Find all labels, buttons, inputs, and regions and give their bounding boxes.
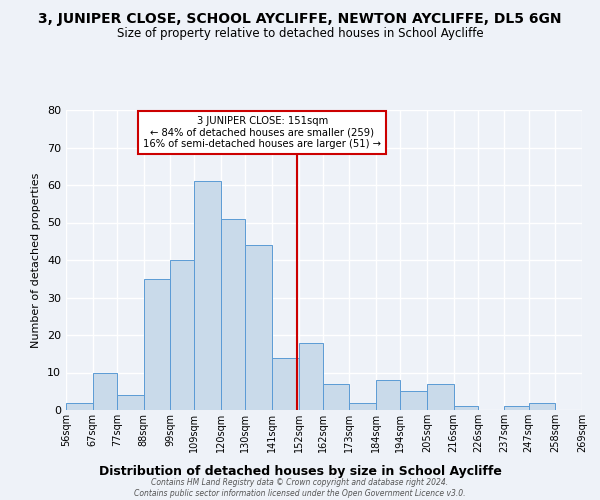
Text: Distribution of detached houses by size in School Aycliffe: Distribution of detached houses by size … <box>98 464 502 477</box>
Bar <box>323 384 349 410</box>
Bar <box>349 402 376 410</box>
Bar <box>92 372 117 410</box>
Bar <box>454 406 478 410</box>
Bar <box>376 380 400 410</box>
Bar <box>66 402 92 410</box>
Y-axis label: Number of detached properties: Number of detached properties <box>31 172 41 348</box>
Bar <box>245 245 272 410</box>
Bar <box>427 384 454 410</box>
Bar <box>117 395 143 410</box>
Bar <box>505 406 529 410</box>
Text: 3, JUNIPER CLOSE, SCHOOL AYCLIFFE, NEWTON AYCLIFFE, DL5 6GN: 3, JUNIPER CLOSE, SCHOOL AYCLIFFE, NEWTO… <box>38 12 562 26</box>
Bar <box>272 358 299 410</box>
Bar <box>170 260 194 410</box>
Bar <box>194 181 221 410</box>
Text: 3 JUNIPER CLOSE: 151sqm
← 84% of detached houses are smaller (259)
16% of semi-d: 3 JUNIPER CLOSE: 151sqm ← 84% of detache… <box>143 116 381 149</box>
Text: Contains HM Land Registry data © Crown copyright and database right 2024.
Contai: Contains HM Land Registry data © Crown c… <box>134 478 466 498</box>
Bar <box>400 391 427 410</box>
Bar <box>221 219 245 410</box>
Bar <box>529 402 556 410</box>
Text: Size of property relative to detached houses in School Aycliffe: Size of property relative to detached ho… <box>116 28 484 40</box>
Bar <box>299 342 323 410</box>
Bar <box>143 279 170 410</box>
